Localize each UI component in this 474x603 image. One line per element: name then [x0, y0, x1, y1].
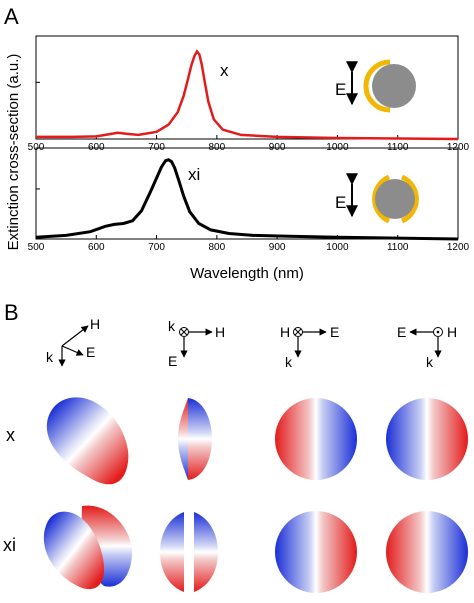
half-disc [188, 398, 212, 480]
e-field-label: E [335, 80, 346, 99]
panel-a-label: A [4, 4, 19, 29]
sphere [372, 64, 416, 108]
h-arrow [61, 325, 89, 347]
cap-shape-front [43, 511, 105, 590]
e-label: E [86, 344, 95, 360]
k-label: k [426, 354, 434, 370]
field-map-x-2 [178, 398, 212, 480]
x-tick-label: 1200 [447, 242, 470, 253]
k-label: k [46, 349, 54, 365]
gold-shell [363, 59, 391, 113]
y-axis-label: Extinction cross-section (a.u.) [5, 54, 22, 251]
field-map-x-3 [275, 398, 357, 480]
field-map-x-1 [46, 397, 129, 485]
row-label-xi: xi [3, 535, 16, 555]
x-axis-label: Wavelength (nm) [190, 265, 304, 282]
plot-bottom-frame [35, 147, 459, 240]
h-dot [436, 330, 440, 334]
x-tick-label: 500 [28, 242, 45, 253]
sphere [375, 179, 415, 219]
axes-set-3: H E k [280, 324, 339, 370]
half-disc-left [178, 398, 188, 480]
e-arrow [61, 345, 84, 356]
panel-b-label: B [4, 300, 19, 325]
gold-shell-right [400, 174, 419, 224]
half-disc-right [194, 512, 218, 592]
half-disc-left [160, 512, 184, 592]
series-line-black [35, 158, 459, 241]
x-tick-label: 1000 [326, 242, 349, 253]
row-label-x: x [6, 425, 15, 445]
k-cross [180, 328, 188, 336]
field-map-xi-3 [275, 511, 357, 593]
x-tick-label: 600 [88, 242, 105, 253]
plot-bottom: 500 600 700 800 900 1000 1100 1200 xi E [28, 147, 470, 253]
field-map-xi-1 [43, 505, 132, 590]
k-label: k [168, 318, 176, 334]
curve-annotation-xi: xi [188, 165, 200, 184]
plot-top-frame [35, 35, 459, 140]
e-label: E [168, 353, 177, 369]
gold-shell-left [372, 174, 391, 224]
x-tick-label: 700 [148, 242, 165, 253]
h-cross [294, 328, 302, 336]
field-map-x-4 [386, 398, 468, 480]
axes-set-4: E H k [397, 324, 457, 370]
e-label: E [397, 324, 406, 340]
plot-bottom-tick-labels: 500 600 700 800 900 1000 1100 1200 [28, 242, 470, 253]
curve-annotation-x: x [220, 61, 229, 80]
inset-particle-x: E [335, 59, 416, 113]
x-tick-label: 900 [269, 242, 286, 253]
h-label: H [90, 316, 100, 332]
k-label: k [285, 354, 293, 370]
plot-top: 500 600 700 800 900 1000 1100 1200 x E [28, 35, 470, 153]
h-label: H [280, 324, 290, 340]
e-label: E [330, 324, 339, 340]
field-map-xi-2 [160, 512, 218, 592]
h-label: H [215, 324, 225, 340]
axes-set-2: k H E [168, 318, 225, 369]
h-label: H [447, 324, 457, 340]
field-map-xi-4 [386, 511, 468, 593]
x-tick-label: 800 [209, 242, 226, 253]
cap-shape [46, 397, 129, 485]
x-tick-label: 1100 [387, 242, 409, 253]
inset-particle-xi: E [335, 173, 419, 224]
e-field-label: E [335, 193, 346, 212]
series-line-red [36, 49, 459, 141]
axes-set-1: H E k [46, 316, 100, 367]
